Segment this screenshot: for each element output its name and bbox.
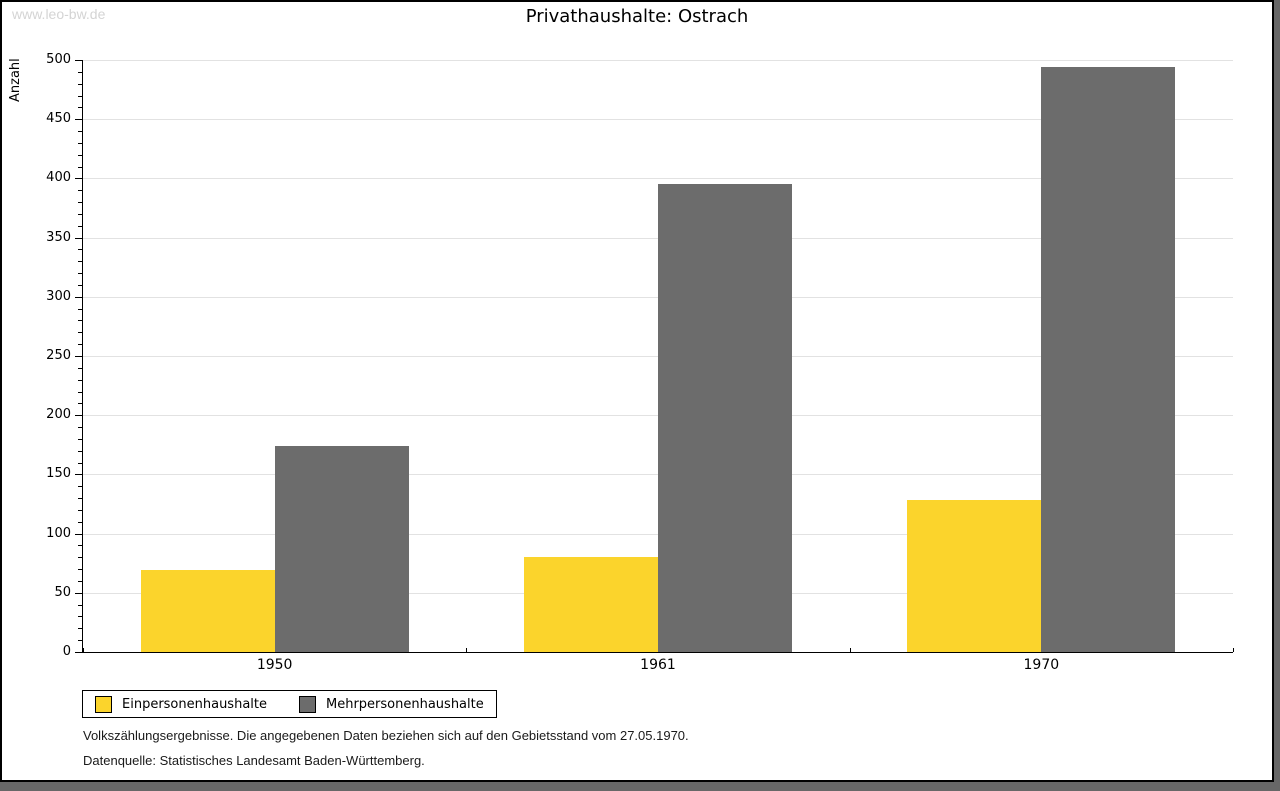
legend: Einpersonenhaushalte Mehrpersonenhaushalt…	[82, 690, 497, 718]
y-axis-major-tick	[75, 119, 82, 121]
y-axis-minor-tick	[78, 438, 82, 440]
y-axis-major-tick	[75, 356, 82, 357]
y-axis-minor-tick	[78, 580, 82, 582]
y-axis-minor-tick	[78, 403, 82, 405]
y-axis-minor-tick	[78, 273, 82, 275]
y-axis-minor-tick	[78, 83, 82, 85]
y-axis-major-tick	[75, 592, 82, 594]
y-axis-minor-tick	[78, 498, 82, 500]
y-axis-minor-tick	[78, 95, 82, 97]
legend-label: Mehrpersonenhaushalte	[326, 696, 484, 712]
x-tick-label: 1950	[256, 657, 293, 673]
y-tick-label: 500	[46, 52, 71, 67]
y-tick-label: 300	[46, 288, 71, 304]
y-axis-minor-tick	[78, 545, 82, 547]
y-tick-label: 450	[46, 111, 71, 127]
y-axis-minor-tick	[78, 344, 82, 346]
y-axis-minor-tick	[78, 450, 82, 452]
y-axis-minor-tick	[78, 71, 82, 73]
y-tick-label: 400	[46, 170, 71, 186]
footnote-datasource: Datenquelle: Statistisches Landesamt Bad…	[83, 753, 425, 768]
y-axis-minor-tick	[78, 640, 82, 642]
y-tick-label: 200	[46, 407, 71, 423]
y-axis-major-tick	[75, 533, 82, 535]
y-axis-minor-tick	[78, 190, 82, 192]
y-axis-minor-tick	[78, 284, 82, 286]
y-axis-minor-tick	[78, 166, 82, 168]
legend-label: Einpersonenhaushalte	[122, 696, 267, 712]
y-axis-minor-tick	[78, 320, 82, 322]
y-axis-major-tick	[75, 237, 82, 239]
bar-mehrpersonenhaushalte-1950	[274, 445, 409, 652]
legend-item: Einpersonenhaushalte	[95, 695, 267, 713]
y-axis-minor-tick	[78, 557, 82, 559]
y-axis-minor-tick	[78, 462, 82, 464]
y-axis-minor-tick	[78, 427, 82, 429]
y-axis-major-tick	[75, 296, 82, 298]
y-axis-minor-tick	[78, 154, 82, 156]
legend-swatch	[95, 695, 112, 713]
y-axis-minor-tick	[78, 131, 82, 133]
y-axis-minor-tick	[78, 367, 82, 369]
y-axis-label: Anzahl	[8, 58, 23, 102]
bar-mehrpersonenhaushalte-1961	[658, 184, 792, 652]
y-axis-minor-tick	[78, 107, 82, 109]
bar-einpersonenhaushalte-1950	[140, 570, 275, 652]
y-axis-minor-tick	[78, 509, 82, 511]
legend-swatch	[299, 695, 316, 713]
x-axis-tick	[83, 648, 84, 652]
y-axis-minor-tick	[78, 261, 82, 263]
watermark: www.leo-bw.de	[12, 6, 106, 22]
y-tick-label: 50	[54, 584, 71, 600]
y-axis-minor-tick	[78, 616, 82, 618]
y-axis-minor-tick	[78, 249, 82, 251]
y-axis-minor-tick	[78, 604, 82, 606]
bar-einpersonenhaushalte-1970	[907, 500, 1042, 652]
x-tick-label: 1970	[1023, 657, 1060, 673]
y-axis-major-tick	[75, 178, 82, 180]
y-axis-minor-tick	[78, 569, 82, 571]
y-tick-label: 250	[46, 348, 71, 363]
y-axis-major-tick	[75, 474, 82, 476]
plot-area: 0 50 100 150 200 250 300 350 400 450 500 1950 1961 19…	[46, 53, 1234, 673]
bar-mehrpersonenhaushalte-1970	[1041, 67, 1176, 652]
y-axis-minor-tick	[78, 213, 82, 215]
y-axis-minor-tick	[78, 391, 82, 393]
x-tick-label: 1961	[640, 657, 676, 673]
y-axis-minor-tick	[78, 142, 82, 144]
gridline	[83, 60, 1233, 61]
gridline	[83, 119, 1233, 121]
gridline	[83, 178, 1233, 180]
footnote-source-note: Volkszählungsergebnisse. Die angegebenen…	[83, 728, 689, 743]
y-axis-major-tick	[75, 415, 82, 417]
chart-title: Privathaushalte: Ostrach	[525, 6, 749, 27]
legend-item: Mehrpersonenhaushalte	[299, 695, 484, 713]
y-axis-minor-tick	[78, 202, 82, 204]
y-tick-label: 0	[62, 644, 71, 659]
y-axis-minor-tick	[78, 486, 82, 488]
y-axis-minor-tick	[78, 379, 82, 381]
y-axis-major-tick	[75, 652, 82, 653]
x-axis-tick	[849, 648, 851, 652]
y-axis-minor-tick	[78, 332, 82, 334]
x-axis-tick	[466, 648, 468, 652]
y-tick-label: 150	[46, 466, 71, 482]
y-axis-minor-tick	[78, 308, 82, 310]
y-axis-minor-tick	[78, 521, 82, 523]
x-axis-tick	[1233, 648, 1234, 652]
bar-einpersonenhaushalte-1961	[524, 557, 658, 652]
y-tick-label: 100	[46, 525, 71, 541]
y-axis-minor-tick	[78, 628, 82, 630]
y-axis-minor-tick	[78, 225, 82, 227]
y-axis-major-tick	[75, 60, 82, 61]
y-tick-label: 350	[46, 229, 71, 245]
